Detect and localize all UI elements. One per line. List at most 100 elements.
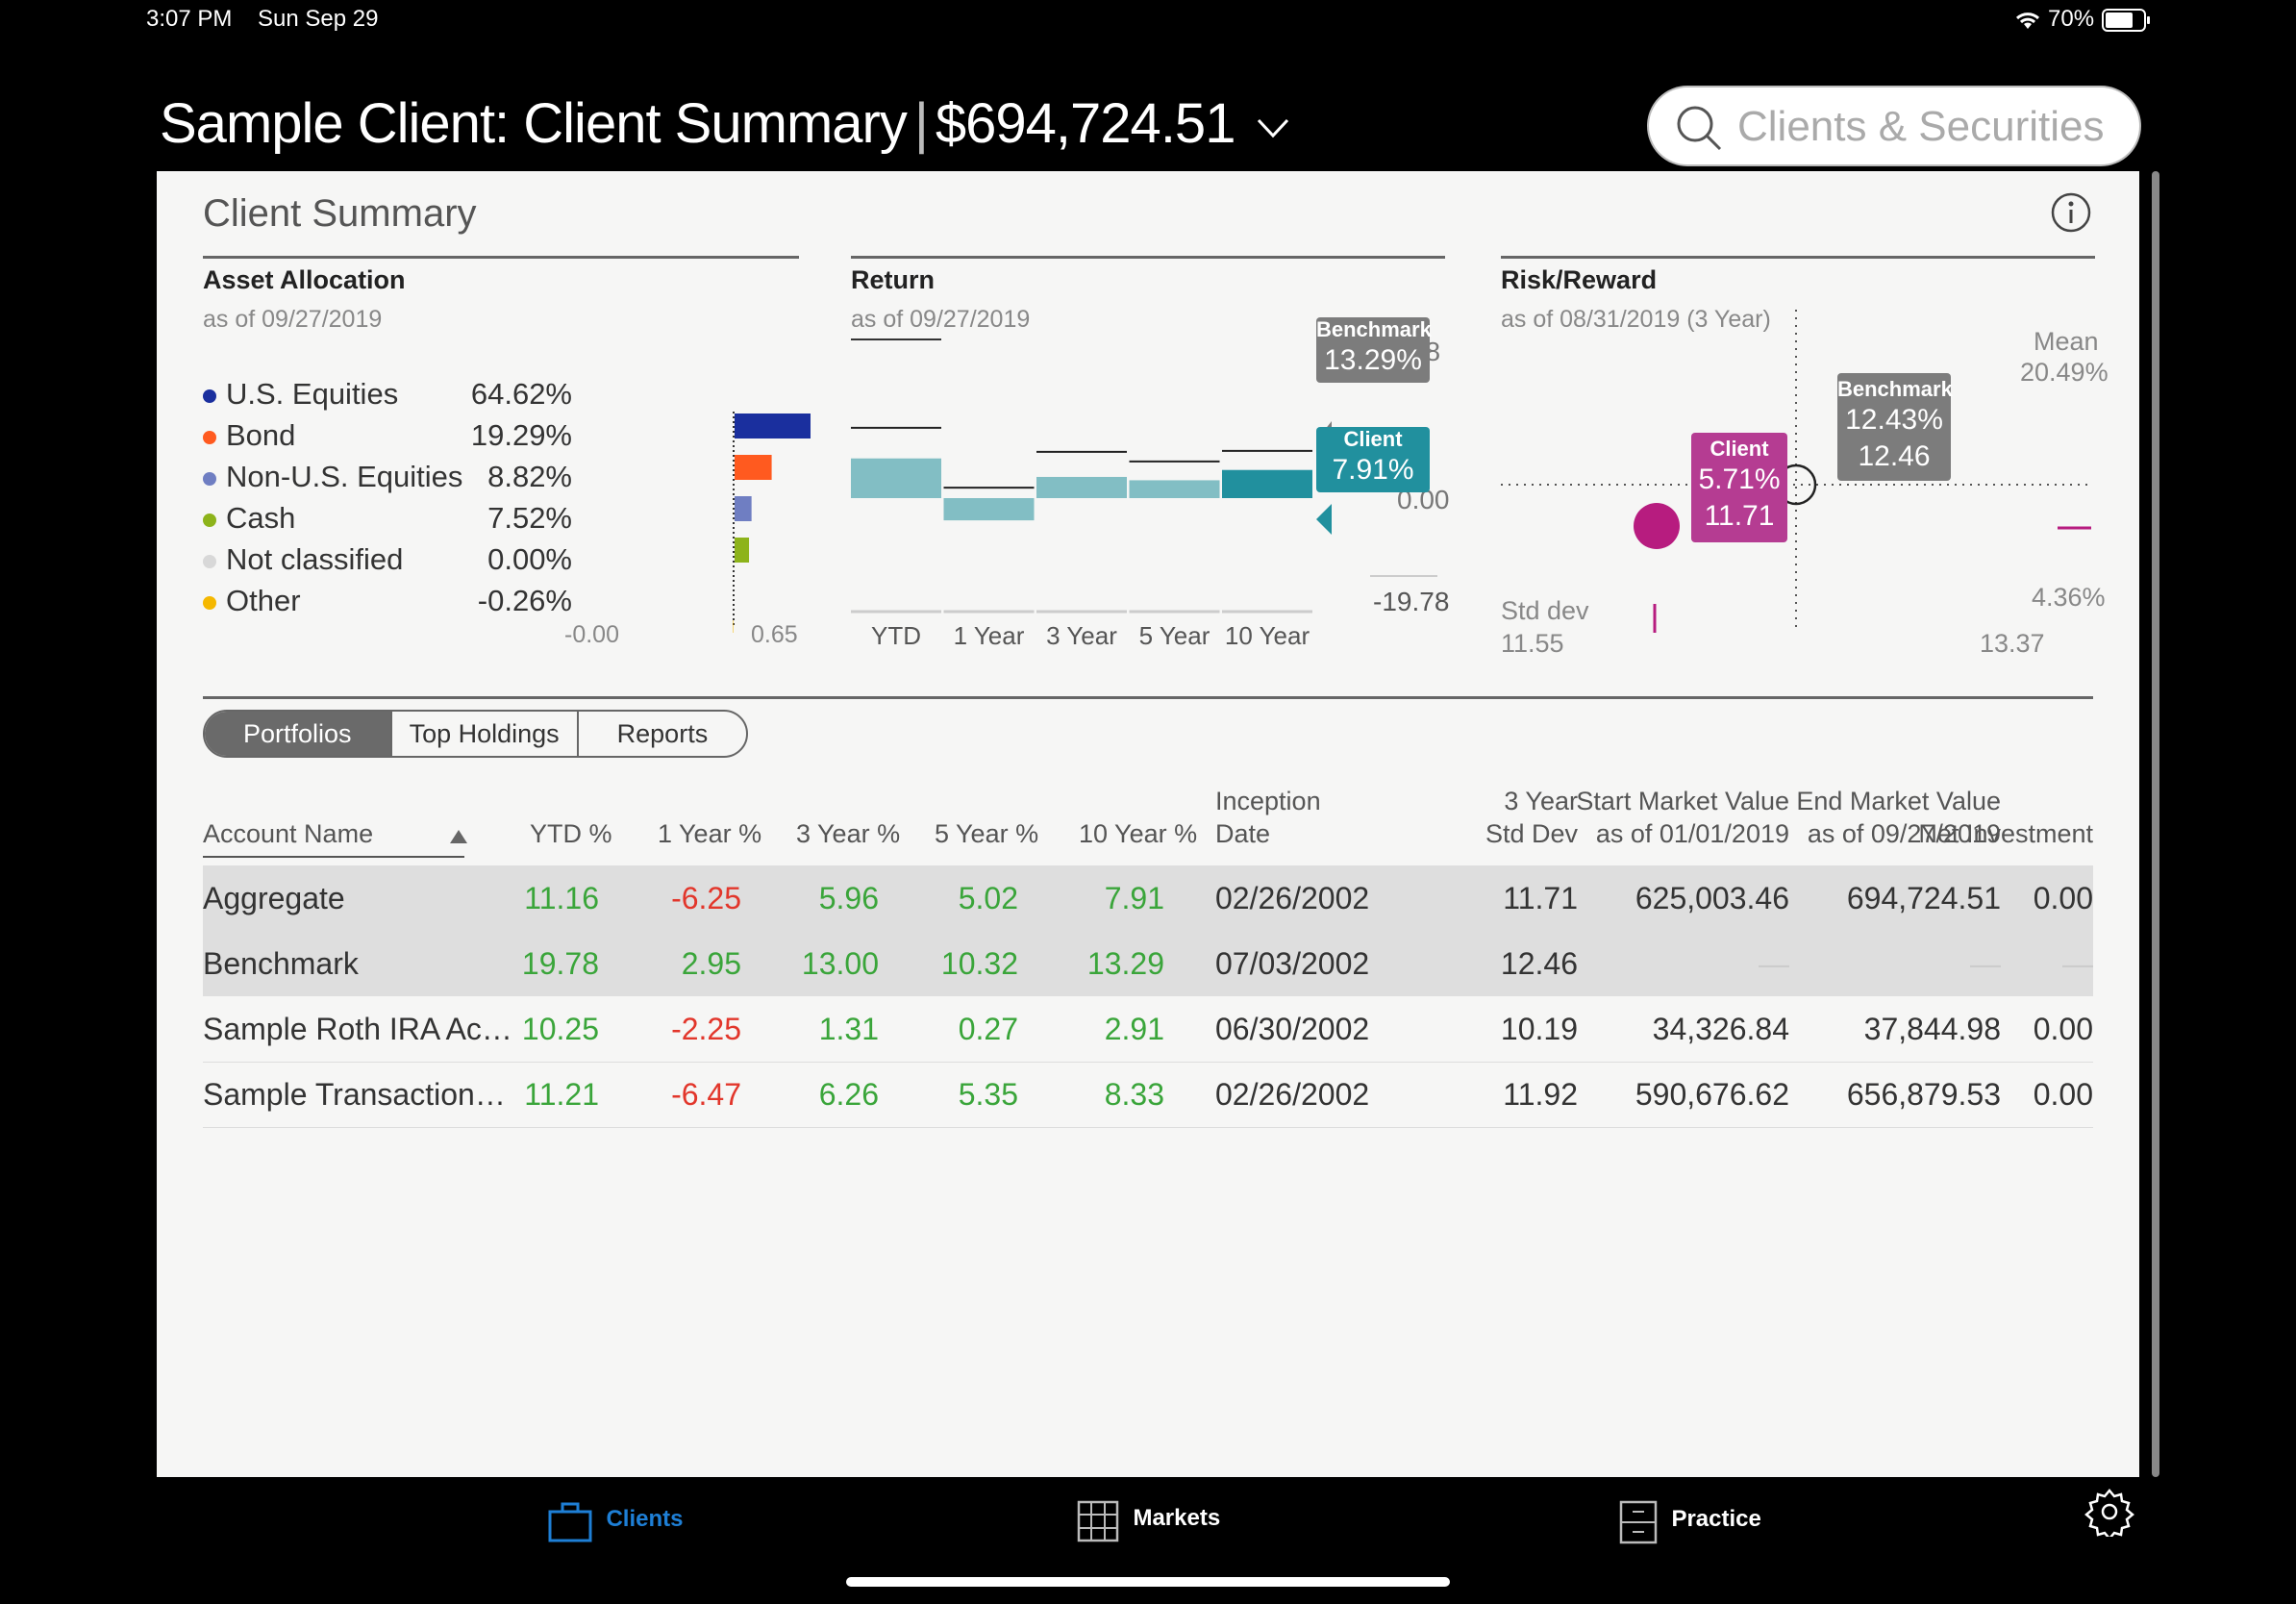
info-icon[interactable] [2051, 192, 2091, 233]
return-client-bar [1036, 476, 1127, 498]
table-row[interactable]: Sample Transaction… 11.21 -6.47 6.26 5.35 8.3… [203, 1062, 2093, 1128]
col-5-year[interactable]: 5 Year % [935, 819, 1039, 848]
cell-name: Aggregate [203, 881, 345, 915]
risk-benchmark-return: 12.43% [1845, 404, 1943, 436]
col-inception-1[interactable]: Inception [1215, 787, 1321, 815]
cell-name: Sample Transaction… [203, 1077, 506, 1112]
risk-reward-chart [1501, 310, 2091, 633]
col-1-year[interactable]: 1 Year % [658, 819, 762, 848]
nav-practice[interactable]: Practice [1619, 1500, 1761, 1544]
view-tabs: Portfolios Top Holdings Reports [203, 710, 749, 758]
cell-end: 694,724.51 [1846, 881, 2001, 915]
cell-end: 37,844.98 [1863, 1012, 2001, 1046]
status-date: Sun Sep 29 [258, 6, 379, 32]
return-asof-underline [851, 338, 941, 340]
allocation-label: Not classified [226, 542, 404, 576]
return-benchmark-tag: Benchmark 13.29% [1316, 317, 1432, 383]
chevron-down-icon[interactable] [1256, 114, 1290, 141]
tab-top-holdings[interactable]: Top Holdings [392, 712, 579, 756]
cell-end: — [1970, 946, 2001, 981]
asset-allocation-asof: as of 09/27/2019 [203, 306, 383, 333]
page-title[interactable]: Sample Client: Client Summary | $694,724.5… [160, 91, 1290, 156]
col-ytd[interactable]: YTD % [530, 819, 612, 848]
cell-y3: 13.00 [801, 946, 879, 981]
cell-inception: 06/30/2002 [1215, 1012, 1370, 1046]
risk-reward-rule [1501, 256, 2095, 259]
allocation-pct: 0.00% [487, 542, 572, 576]
search-input[interactable] [1735, 101, 2124, 153]
return-bar-chart [851, 421, 1437, 614]
cell-start: — [1759, 946, 1789, 981]
col-account-name[interactable]: Account Name [203, 819, 374, 848]
legend-dot [203, 388, 216, 403]
std-label: Std dev [1501, 596, 1589, 625]
gear-icon[interactable] [2084, 1487, 2134, 1541]
cell-net: 0.00 [2033, 1012, 2093, 1046]
table-header: Account Name YTD % 1 Year % 3 Year % 5 Y… [203, 769, 2093, 858]
allocation-bar [735, 455, 772, 480]
mean-label: Mean [2034, 327, 2099, 356]
allocation-label: U.S. Equities [226, 377, 399, 411]
col-net-investment[interactable]: Net Investment [1918, 819, 2093, 848]
nav-markets[interactable]: Markets [1077, 1500, 1220, 1542]
table-row[interactable]: Sample Roth IRA Ac… 10.25 -2.25 1.31 0.27 2.9… [203, 996, 2093, 1063]
col-inception-2[interactable]: Date [1215, 819, 1271, 848]
home-indicator[interactable] [846, 1577, 1450, 1587]
cell-end: 656,879.53 [1846, 1077, 2001, 1112]
return-client-bar [851, 458, 941, 498]
cell-std: 12.46 [1500, 946, 1578, 981]
allocation-legend-item: Non-U.S. Equities 8.82% [203, 456, 572, 497]
allocation-bar [735, 538, 750, 563]
cell-y3: 5.96 [818, 881, 879, 915]
legend-dot [203, 513, 216, 527]
panel-title: Client Summary [203, 192, 477, 235]
table-row[interactable]: Aggregate 11.16 -6.25 5.96 5.02 7.91 02/26/200… [203, 865, 2093, 933]
return-rule [851, 256, 1445, 259]
col-3-year[interactable]: 3 Year % [796, 819, 901, 848]
nav-practice-label: Practice [1671, 1506, 1761, 1533]
col-std-1[interactable]: 3 Year [1504, 787, 1578, 815]
battery-percent: 70% [2048, 6, 2095, 32]
col-10-year[interactable]: 10 Year % [1079, 819, 1198, 848]
scrollbar[interactable] [2152, 171, 2159, 1477]
cell-net: — [2062, 946, 2093, 981]
cell-y3: 6.26 [818, 1077, 879, 1112]
portfolio-value: $694,724.51 [935, 92, 1236, 155]
std-max: 13.37 [1980, 629, 2045, 658]
cell-y5: 10.32 [940, 946, 1018, 981]
return-category-label: YTD [871, 621, 921, 650]
nav-clients[interactable]: Clients [548, 1500, 683, 1544]
client-summary-panel: Client Summary Asset Allocation as of 09… [157, 171, 2139, 1477]
allocation-bar-chart [733, 412, 811, 633]
sort-underline [203, 856, 464, 858]
col-end-1[interactable]: End Market Value [1796, 787, 2001, 815]
return-category-label: 1 Year [953, 621, 1025, 650]
std-min: 11.55 [1501, 629, 1564, 658]
col-std-2[interactable]: Std Dev [1485, 819, 1578, 848]
col-start-2[interactable]: as of 01/01/2019 [1595, 819, 1789, 848]
risk-client-tag-title: Client [1710, 437, 1769, 461]
file-cabinet-icon [1619, 1500, 1658, 1544]
tab-reports[interactable]: Reports [616, 719, 709, 748]
cell-y3: 1.31 [818, 1012, 879, 1046]
allocation-pct: 8.82% [487, 460, 572, 493]
return-client-bar [1222, 469, 1312, 498]
sort-asc-icon[interactable] [449, 829, 468, 844]
table-row[interactable]: Benchmark 19.78 2.95 13.00 10.32 13.29 07/03/2… [203, 931, 2093, 998]
allocation-label: Cash [226, 501, 296, 535]
search-box[interactable] [1647, 86, 2141, 166]
return-client-bar [943, 498, 1035, 521]
tab-portfolios[interactable]: Portfolios [205, 712, 392, 756]
cell-y10: 7.91 [1104, 881, 1164, 915]
return-client-bar [1129, 480, 1220, 498]
return-category-label: 10 Year [1224, 621, 1310, 650]
return-axis-min: -19.78 [1373, 587, 1450, 616]
allocation-pct: 64.62% [470, 377, 572, 411]
allocation-legend: U.S. Equities 64.62% Bond 19.29% Non-U.S. Eq… [203, 373, 572, 621]
cell-y10: 8.33 [1104, 1077, 1164, 1112]
col-start-1[interactable]: Start Market Value [1576, 787, 1789, 815]
cell-net: 0.00 [2033, 881, 2093, 915]
allocation-pct: -0.26% [477, 584, 572, 617]
allocation-legend-item: Other -0.26% [203, 580, 572, 621]
col-end-2[interactable]: as of 09/27/2019 [1807, 819, 2001, 848]
